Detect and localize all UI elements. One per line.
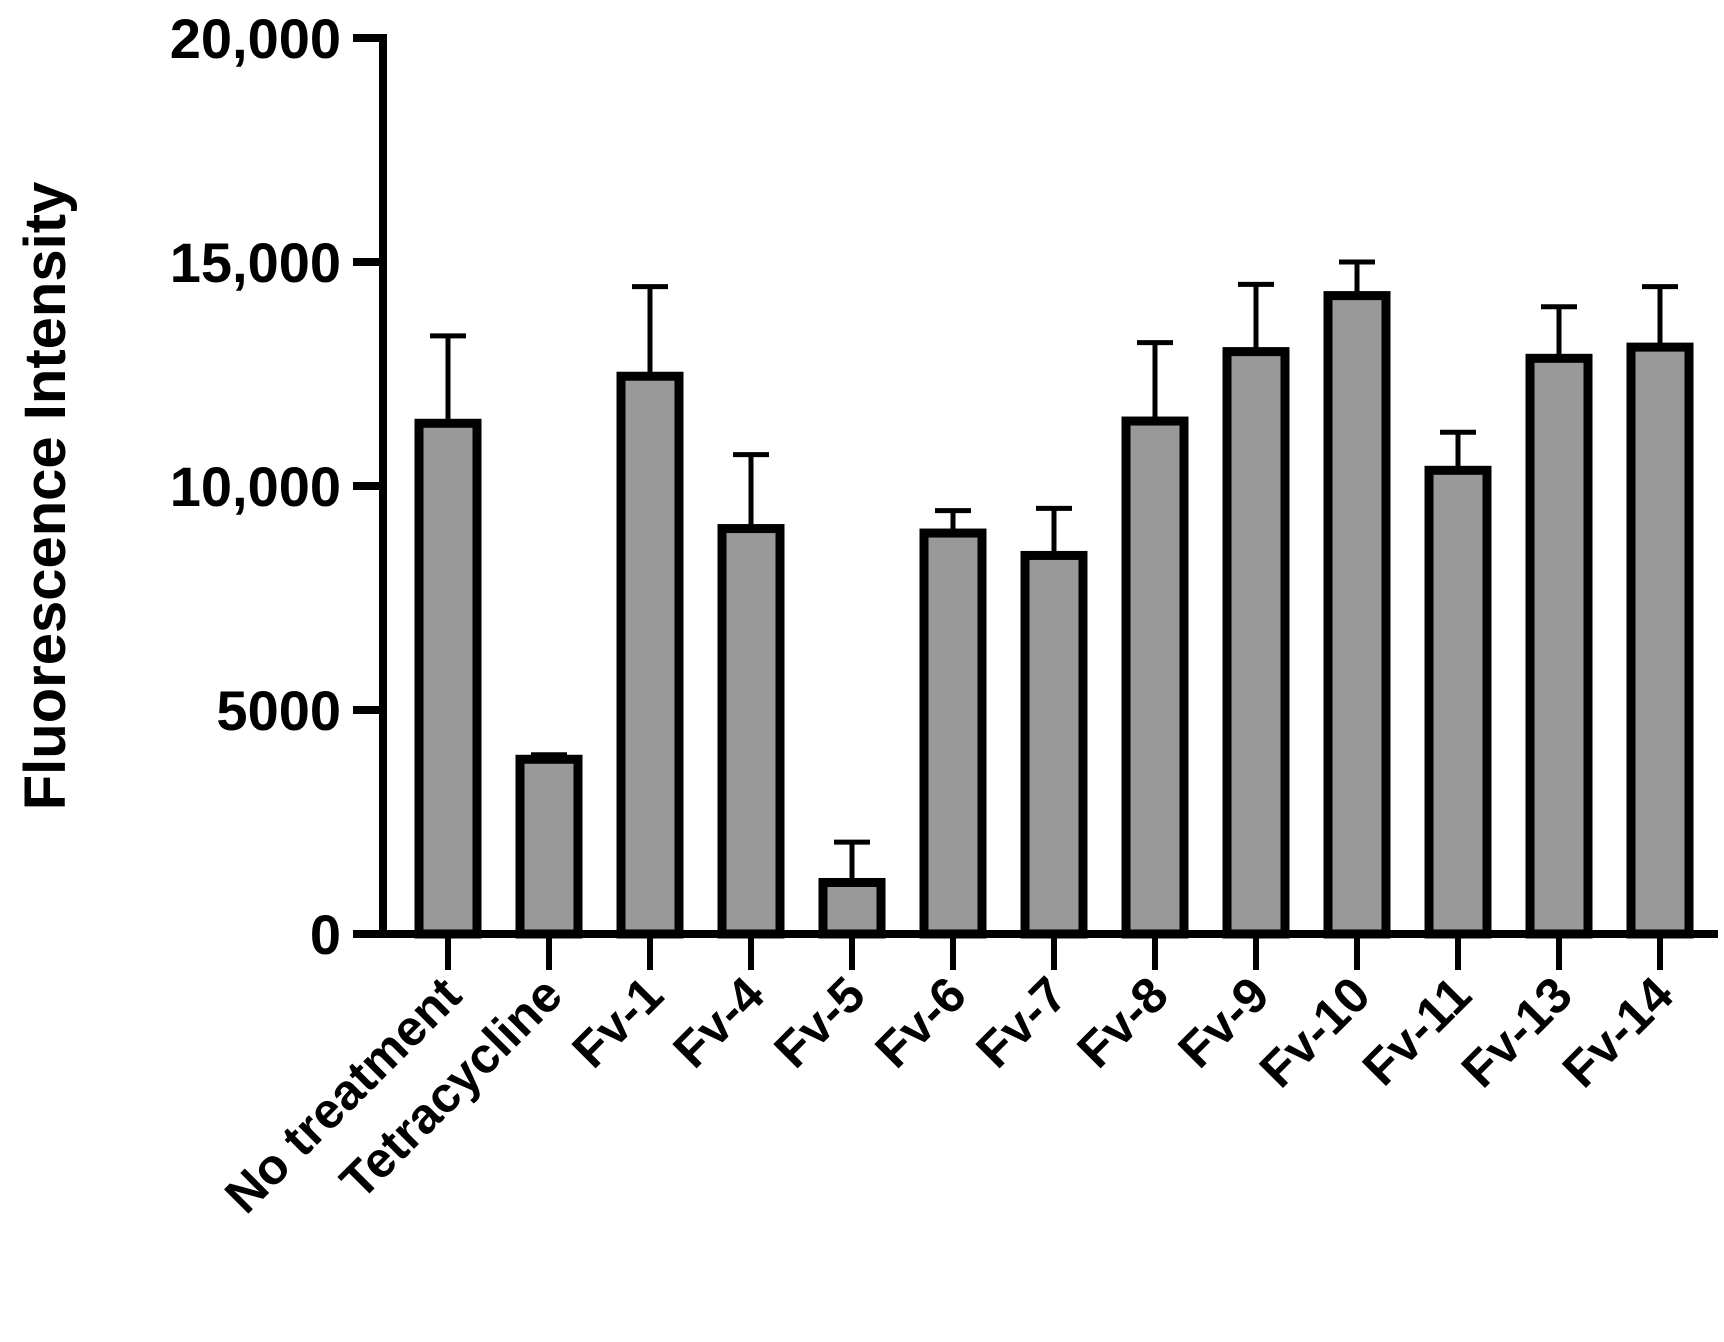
y-axis-title: Fluorescence Intensity	[13, 182, 78, 811]
x-tick-label: Fv-10	[1249, 966, 1381, 1098]
x-tick-label: Fv-13	[1451, 966, 1583, 1098]
bar	[1424, 465, 1492, 939]
y-tick-label: 15,000	[170, 231, 341, 294]
y-tick-label: 20,000	[170, 7, 341, 70]
bar	[919, 528, 987, 939]
bars-layer	[414, 291, 1694, 939]
bar	[818, 877, 886, 939]
x-tick-label: Fv-6	[864, 966, 976, 1078]
y-tick-label: 10,000	[170, 455, 341, 518]
x-tick-label: Fv-11	[1352, 966, 1482, 1096]
bar	[414, 418, 482, 939]
bar	[1626, 342, 1694, 939]
y-ticks-layer: 0 5000 10,000 15,000 20,000	[170, 7, 383, 966]
x-tick-label: Fv-4	[662, 966, 774, 1078]
x-tick-label: Fv-7	[965, 966, 1077, 1078]
bar	[1525, 353, 1593, 939]
x-tick-label: Fv-1	[561, 966, 673, 1078]
y-tick-label: 5000	[216, 679, 341, 742]
bar	[616, 371, 684, 939]
x-tick-label: Fv-5	[763, 966, 875, 1078]
bar	[1323, 291, 1391, 939]
x-tick-label: Fv-8	[1066, 966, 1178, 1078]
y-tick-label: 0	[310, 903, 341, 966]
x-ticks-layer: No treatmentTetracyclineFv-1Fv-4Fv-5Fv-6…	[214, 934, 1684, 1224]
bar	[1222, 347, 1290, 939]
bar	[515, 754, 583, 939]
bar	[717, 524, 785, 939]
error-bars-layer	[430, 259, 1678, 883]
x-tick-label: Fv-14	[1552, 966, 1684, 1098]
bar	[1020, 550, 1088, 939]
bar	[1121, 416, 1189, 939]
